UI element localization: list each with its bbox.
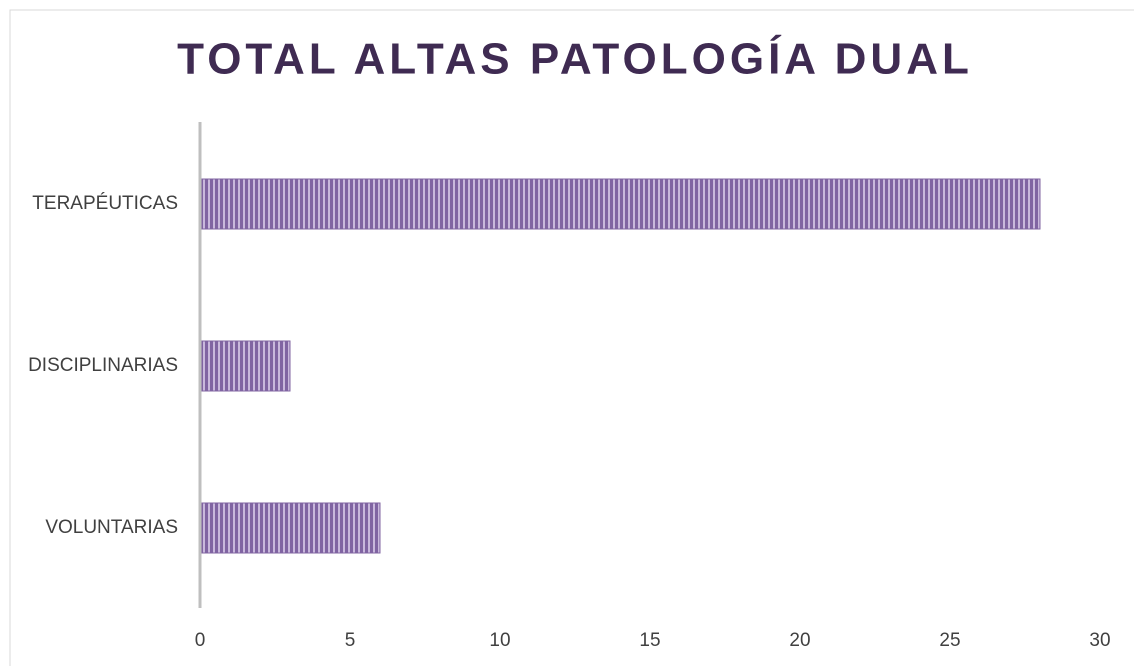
x-tick-label: 30	[1089, 630, 1110, 651]
x-tick-label: 10	[489, 630, 510, 651]
y-tick-label: DISCIPLINARIAS	[28, 355, 178, 376]
y-tick-label: VOLUNTARIAS	[45, 517, 178, 538]
y-tick-label: TERAPÉUTICAS	[32, 193, 178, 214]
x-tick-label: 0	[195, 630, 206, 651]
x-tick-label: 25	[939, 630, 960, 651]
bar	[199, 178, 1041, 230]
x-tick-label: 5	[345, 630, 356, 651]
chart-frame	[9, 9, 1134, 666]
bar	[199, 502, 381, 554]
bar	[199, 340, 291, 392]
chart-title: TOTAL ALTAS PATOLOGÍA DUAL	[177, 34, 973, 84]
x-tick-label: 20	[789, 630, 810, 651]
x-tick-label: 15	[639, 630, 660, 651]
